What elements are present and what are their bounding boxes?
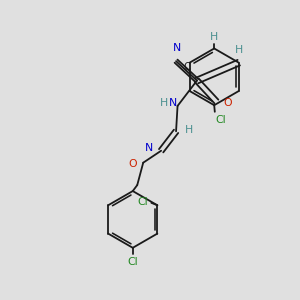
- Text: H: H: [235, 45, 244, 55]
- Text: O: O: [129, 159, 137, 169]
- Text: Cl: Cl: [138, 197, 148, 207]
- Text: Cl: Cl: [128, 257, 138, 267]
- Text: H: H: [210, 32, 218, 42]
- Text: H: H: [160, 98, 169, 108]
- Text: N: N: [145, 143, 153, 153]
- Text: N: N: [172, 43, 181, 53]
- Text: Cl: Cl: [216, 115, 226, 125]
- Text: O: O: [224, 98, 233, 108]
- Text: H: H: [185, 125, 193, 135]
- Text: C: C: [184, 62, 191, 72]
- Text: N: N: [169, 98, 177, 108]
